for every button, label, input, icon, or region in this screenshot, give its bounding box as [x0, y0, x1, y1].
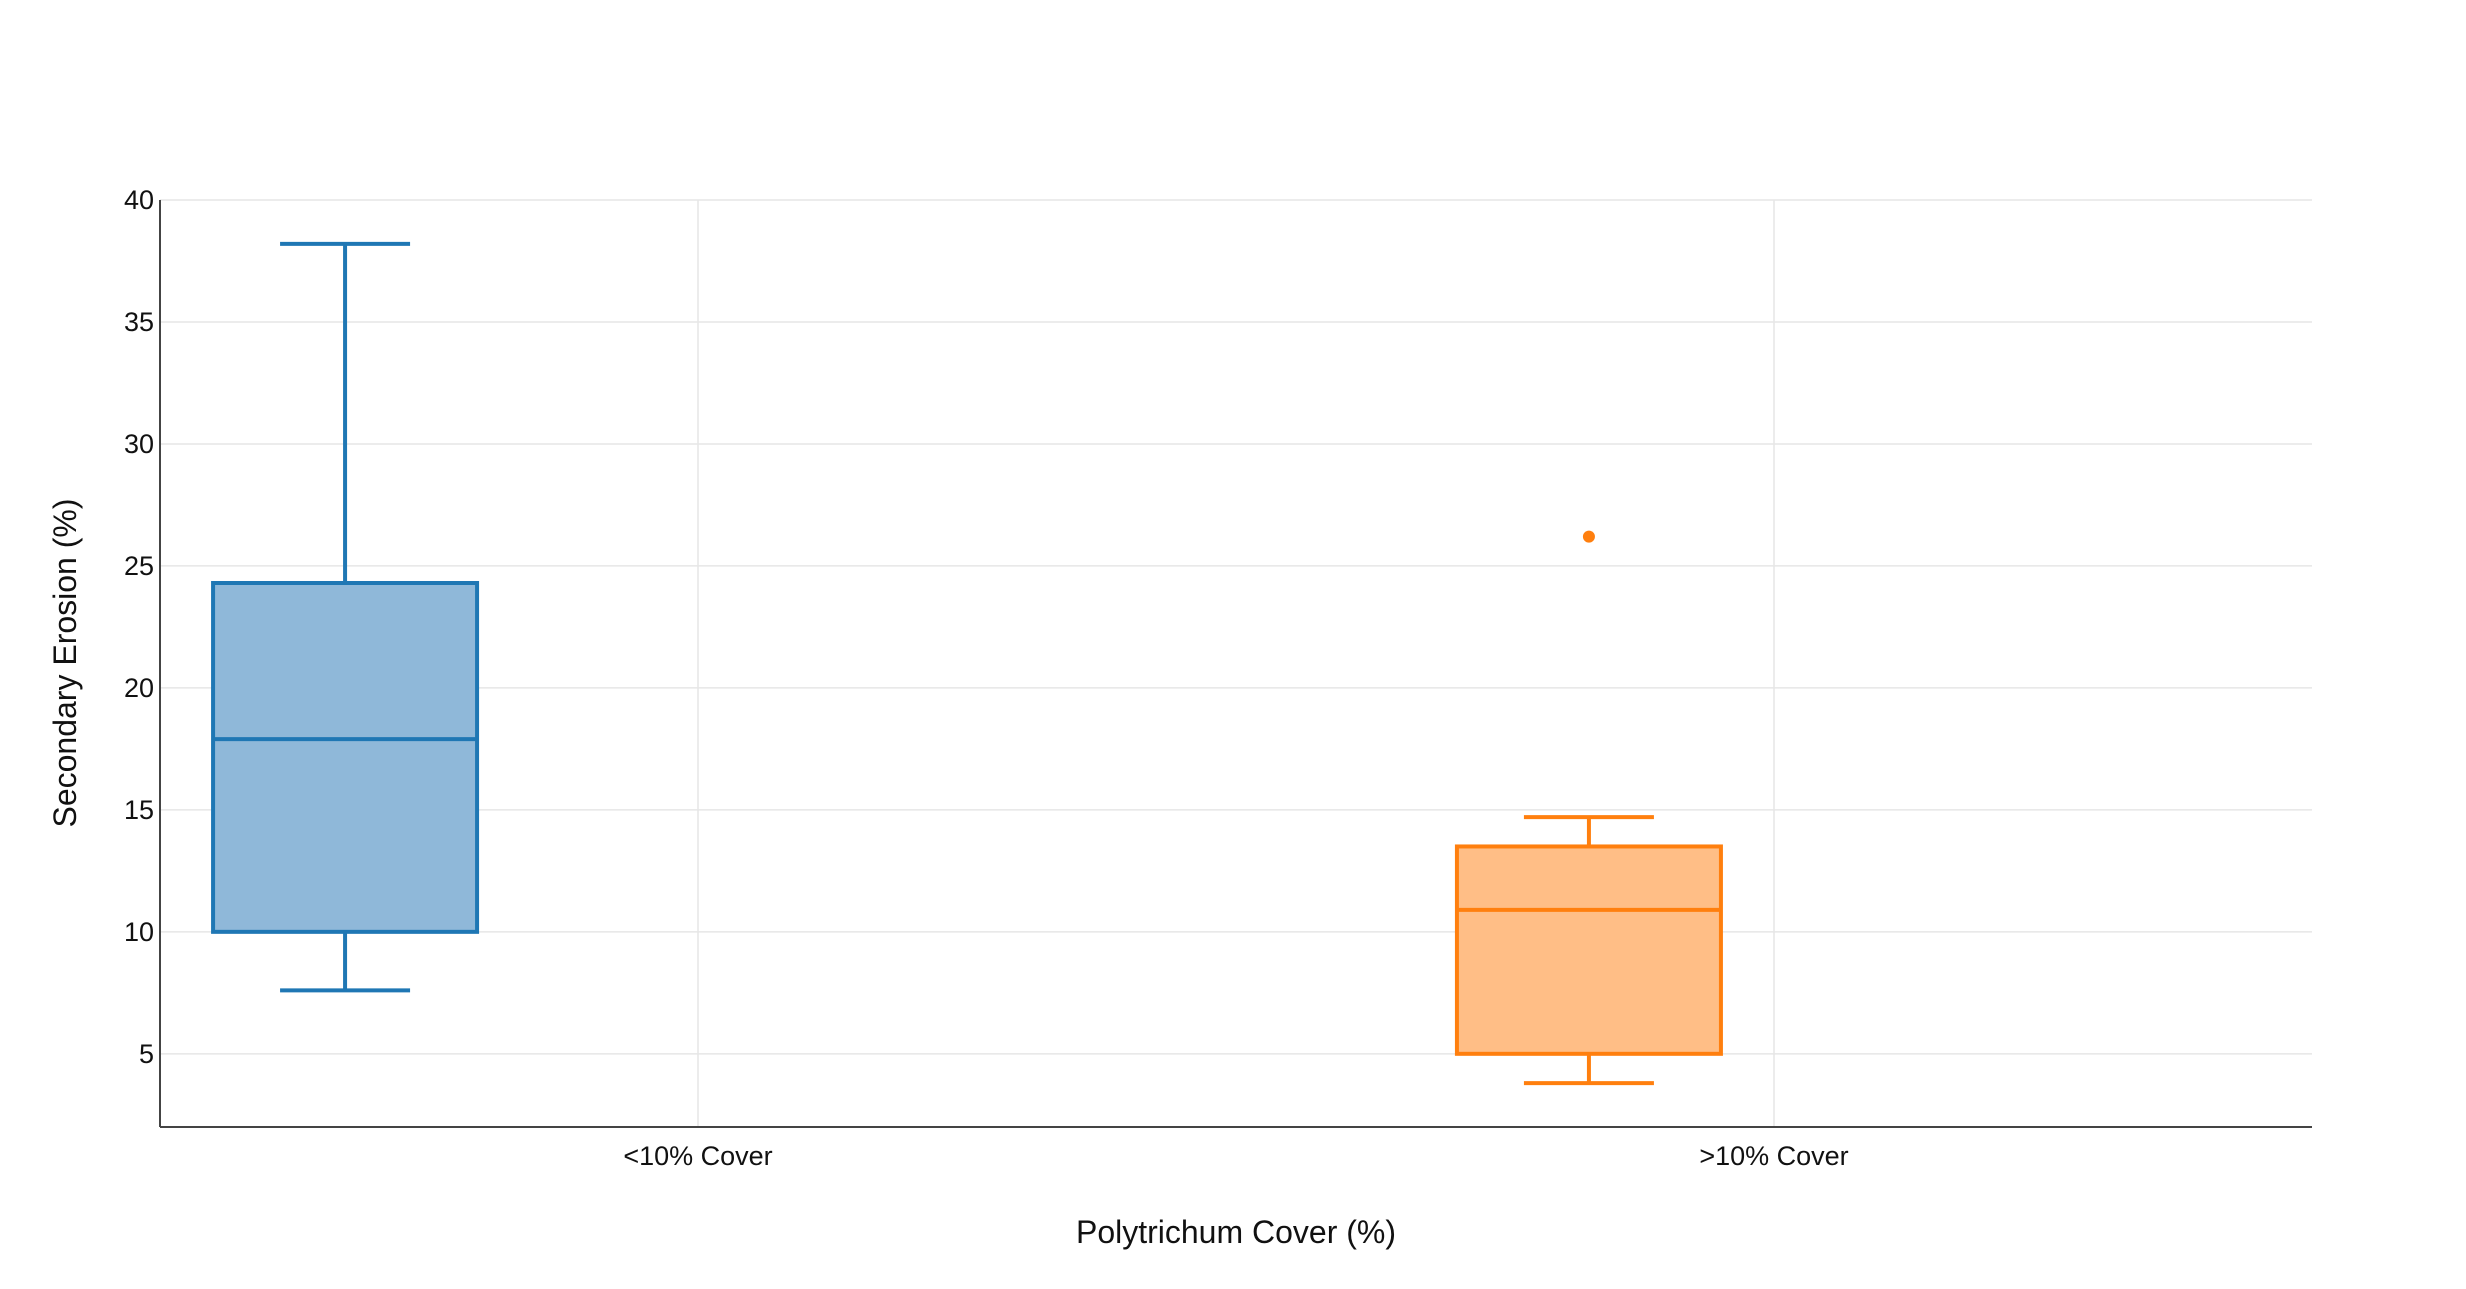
boxes: [211, 241, 1723, 1086]
grid: [160, 199, 2312, 1127]
box-series-2: [1454, 530, 1723, 1086]
box-series-1: [211, 241, 480, 993]
axes: [159, 200, 2312, 1128]
iqr-box: [1454, 844, 1723, 1056]
x-tick-labels: <10% Cover >10% Cover: [623, 1141, 1848, 1171]
y-tick-label: 5: [139, 1039, 154, 1069]
y-tick-label: 25: [124, 551, 154, 581]
y-tick-label: 15: [124, 795, 154, 825]
y-tick-label: 20: [124, 673, 154, 703]
iqr-box: [211, 580, 480, 934]
y-tick-label: 35: [124, 307, 154, 337]
x-tick-label: <10% Cover: [623, 1141, 772, 1171]
y-axis-title: Secondary Erosion (%): [47, 498, 83, 827]
outlier-point: [1582, 530, 1595, 543]
x-tick-label: >10% Cover: [1699, 1141, 1848, 1171]
y-tick-label: 10: [124, 917, 154, 947]
y-tick-label: 30: [124, 429, 154, 459]
x-axis-title: Polytrichum Cover (%): [1076, 1214, 1396, 1250]
y-tick-label: 40: [124, 185, 154, 215]
y-tick-labels: 5 10 15 20 25 30 35 40: [124, 185, 154, 1069]
